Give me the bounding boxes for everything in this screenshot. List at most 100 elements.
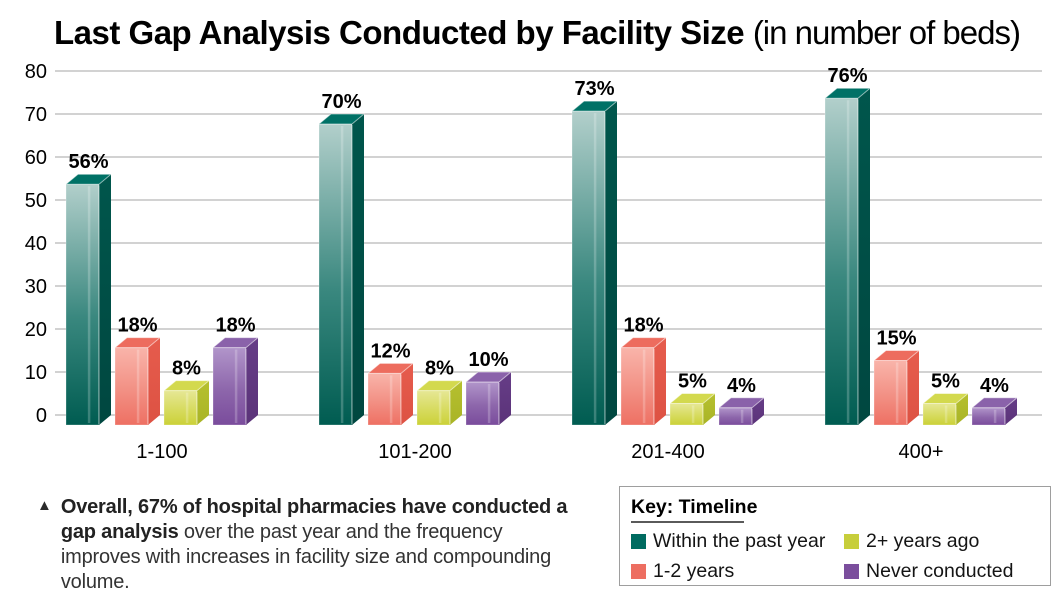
legend-box: Key: Timeline Within the past year 2+ yea…: [619, 486, 1051, 586]
bar-value-label: 5%: [678, 371, 707, 393]
chart-title-main: Last Gap Analysis Conducted by Facility …: [54, 14, 745, 51]
bar-chart: 0 10 20 30 40 50 60 70 80 56% 18% 8% 18% 1-100 70% 12% 8…: [25, 61, 1042, 463]
bar-value-label: 70%: [321, 91, 361, 113]
legend-item-label: 1-2 years: [653, 560, 735, 582]
bar-front-face: [465, 381, 500, 426]
legend-item: Within the past year: [631, 531, 844, 551]
bar-value-label: 12%: [370, 340, 410, 362]
bar-front-face: [922, 403, 957, 426]
bar-value-label: 76%: [827, 65, 867, 87]
y-axis-tick-label: 20: [25, 319, 47, 341]
bar-front-face: [669, 403, 704, 426]
bar-front-face: [367, 372, 402, 426]
bar-front-face: [114, 347, 149, 426]
y-axis-tick-label: 30: [25, 276, 47, 298]
bar-2-years-ago-1-100: 8%: [162, 358, 211, 426]
bar-2-years-ago-400+: 5%: [921, 371, 970, 426]
bar-2-years-ago-201-400: 5%: [668, 371, 717, 426]
legend-swatch-icon: [844, 563, 859, 579]
bar-side-face: [654, 337, 666, 425]
bar-top-face: [823, 87, 872, 99]
bar-1-2-years-201-400: 18%: [619, 315, 668, 426]
bar-never-conducted-101-200: 10%: [464, 349, 513, 426]
bar-front-face: [212, 347, 247, 426]
bar-value-label: 15%: [876, 328, 916, 350]
bar-value-label: 5%: [931, 371, 960, 393]
x-axis-category-label: 101-200: [378, 441, 451, 463]
triangle-bullet-icon: ▲: [37, 497, 52, 514]
legend-swatch-icon: [844, 533, 859, 549]
bar-front-face: [718, 407, 753, 426]
y-axis-tick-label: 0: [36, 405, 47, 427]
bar-side-face: [499, 372, 511, 425]
legend-title: Key: Timeline: [631, 496, 758, 518]
bar-front-face: [571, 110, 606, 426]
x-axis-category-label: 1-100: [136, 441, 187, 463]
bar-front-face: [824, 97, 859, 426]
bar-side-face: [605, 101, 617, 425]
bar-side-face: [907, 350, 919, 425]
legend-title-underline: [631, 521, 744, 523]
x-axis-category-label: 400+: [898, 441, 943, 463]
bar-side-face: [450, 380, 462, 425]
legend-swatch-icon: [631, 563, 646, 579]
bar-value-label: 10%: [468, 349, 508, 371]
bar-never-conducted-201-400: 4%: [717, 375, 766, 426]
bar-1-2-years-1-100: 18%: [113, 315, 162, 426]
bar-value-label: 18%: [215, 315, 255, 337]
bar-top-face: [366, 362, 415, 374]
bar-within-the-past-year-101-200: 70%: [317, 91, 366, 426]
legend-item-label: Never conducted: [866, 560, 1014, 582]
x-axis-category-label: 201-400: [631, 441, 704, 463]
bar-front-face: [620, 347, 655, 426]
bar-side-face: [752, 397, 764, 425]
bar-1-2-years-101-200: 12%: [366, 340, 415, 426]
bar-value-label: 4%: [727, 375, 756, 397]
bar-never-conducted-1-100: 18%: [211, 315, 260, 426]
bar-side-face: [1005, 397, 1017, 425]
footnote-text: Overall, 67% of hospital pharmacies have…: [61, 495, 586, 595]
bar-side-face: [197, 380, 209, 425]
bar-never-conducted-400+: 4%: [970, 375, 1019, 426]
bar-top-face: [113, 337, 162, 349]
legend-item-label: Within the past year: [653, 530, 826, 552]
bar-value-label: 4%: [980, 375, 1009, 397]
bar-top-face: [162, 380, 211, 392]
footnote-bold-segment: Overall, 67% of hospital pharmacies have…: [60, 496, 568, 543]
bar-side-face: [148, 337, 160, 425]
bar-front-face: [65, 183, 100, 426]
y-axis-tick-label: 80: [25, 61, 47, 83]
bar-within-the-past-year-400+: 76%: [823, 65, 872, 426]
legend-item: 1-2 years: [631, 561, 844, 581]
bar-front-face: [873, 360, 908, 426]
bar-top-face: [415, 380, 464, 392]
bar-1-2-years-400+: 15%: [872, 328, 921, 426]
bar-2-years-ago-101-200: 8%: [415, 358, 464, 426]
bar-top-face: [211, 337, 260, 349]
y-axis-tick-label: 10: [25, 362, 47, 384]
bar-side-face: [246, 337, 258, 425]
bar-front-face: [163, 390, 198, 426]
bar-value-label: 18%: [117, 315, 157, 337]
y-axis-tick-label: 60: [25, 147, 47, 169]
legend-items: Within the past year 2+ years ago 1-2 year…: [631, 531, 1040, 581]
bar-top-face: [668, 393, 717, 404]
bar-top-face: [970, 397, 1019, 409]
bar-top-face: [619, 337, 668, 349]
legend-item: 2+ years ago: [844, 531, 1040, 551]
bar-top-face: [317, 113, 366, 125]
footnote-regular-segment: over the past year and the frequency imp…: [60, 521, 552, 593]
bar-side-face: [858, 88, 870, 425]
bar-side-face: [401, 363, 413, 425]
bar-top-face: [872, 350, 921, 361]
legend-item-label: 2+ years ago: [866, 530, 980, 552]
bar-front-face: [318, 123, 353, 426]
bar-front-face: [971, 407, 1006, 426]
chart-title: Last Gap Analysis Conducted by Facility …: [54, 14, 1021, 51]
bar-value-label: 8%: [425, 358, 454, 380]
y-axis-tick-label: 50: [25, 190, 47, 212]
bar-value-label: 8%: [172, 358, 201, 380]
bar-value-label: 18%: [623, 315, 663, 337]
bar-top-face: [464, 371, 513, 383]
